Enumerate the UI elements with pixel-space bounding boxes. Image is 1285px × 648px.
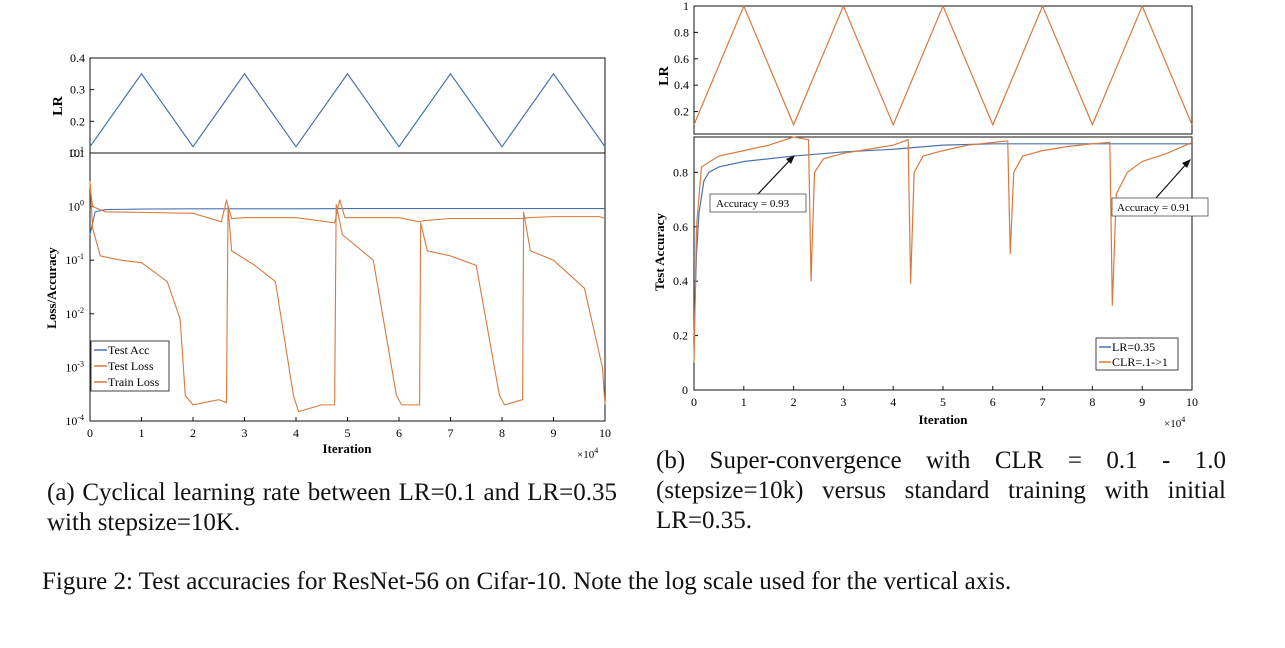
chart-b-xtick-label: 4 — [890, 395, 896, 409]
chart-b-legend-clr: CLR=.1->1 — [1112, 355, 1168, 369]
chart-b-annotation-2-box — [1111, 197, 1209, 217]
chart-b-legend: LR=0.35 CLR=.1->1 — [1095, 337, 1179, 371]
chart-b-acc-yticks: 0 0.2 0.4 0.6 0.8 — [673, 165, 698, 397]
chart-b-annotation-1-arrow — [757, 157, 793, 195]
chart-b-xtick-label: 9 — [1139, 395, 1145, 409]
chart-b-xtick-label: 5 — [940, 395, 946, 409]
chart-b-acc-ylabel: Test Accuracy — [652, 213, 667, 291]
chart-b-xtick-label: 6 — [990, 395, 996, 409]
chart-a-legend-train-loss: Train Loss — [108, 375, 160, 389]
chart-b-annotation-1: Accuracy = 0.93 — [709, 155, 807, 213]
chart-a-lr-ytick-label: 0.4 — [70, 51, 85, 65]
chart-a-lr-ylabel: LR — [51, 95, 66, 115]
chart-a-x-multiplier: ×104 — [577, 446, 598, 461]
chart-a-loss-ytick-label: 10-1 — [65, 252, 84, 267]
chart-b-series-lines — [693, 136, 1193, 363]
chart-a-legend-test-loss: Test Loss — [108, 359, 154, 373]
chart-b-lr-ylabel: LR — [657, 65, 672, 85]
chart-b-annotation-2-text: Accuracy = 0.91 — [1117, 202, 1190, 214]
chart-b-legend-box — [1095, 337, 1179, 371]
chart-b-annotation-2: Accuracy = 0.91 — [1111, 159, 1209, 217]
chart-a-lr-subplot: 0.1 0.2 0.3 0.4 LR — [51, 51, 606, 160]
chart-a-legend: Test Acc Test Loss Train Loss — [90, 340, 170, 392]
chart-b-xtick-label: 0 — [691, 395, 697, 409]
chart-a-lr-ytick-label: 0.2 — [70, 114, 85, 128]
chart-b-series-lr-0-35 — [693, 143, 1192, 336]
chart-a-xtick-label: 1 — [139, 426, 145, 440]
chart-b-x-multiplier: ×104 — [1164, 415, 1185, 430]
chart-a-xtick-label: 9 — [551, 426, 557, 440]
chart-b-lr-ytick-label: 0.4 — [674, 78, 689, 92]
chart-a-series-train-loss — [89, 180, 606, 413]
chart-a-loss-ytick-label: 10-4 — [65, 413, 84, 428]
chart-b-lr-line — [693, 4, 1193, 127]
chart-b-lr-ytick-label: 1 — [683, 0, 689, 13]
chart-a-loss-ytick-label: 10-2 — [65, 306, 84, 321]
chart-a-loss-yticks: 10-4 10-3 10-2 10-1 100 101 — [65, 145, 94, 428]
chart-b-xtick-label: 8 — [1089, 395, 1095, 409]
chart-a-loss-subplot: 10-4 10-3 10-2 10-1 100 101 Loss/Accuracy 0 1 2… — [44, 145, 611, 461]
chart-b-lr-ytick-label: 0.8 — [674, 25, 689, 39]
chart-b-xtick-label: 2 — [791, 395, 797, 409]
chart-b-series-clr — [693, 136, 1193, 363]
chart-a-lr-line — [89, 72, 606, 148]
chart-b-acc-ytick-label: 0.6 — [673, 220, 688, 234]
chart-b-annotation-1-text: Accuracy = 0.93 — [716, 198, 790, 210]
chart-a-lr-yticks: 0.1 0.2 0.3 0.4 — [70, 51, 94, 160]
chart-b-xtick-label: 10 — [1186, 395, 1198, 409]
chart-b-xtick-label: 3 — [840, 395, 846, 409]
chart-a-xtick-label: 5 — [345, 426, 351, 440]
chart-a-xtick-label: 10 — [599, 426, 611, 440]
caption-b: (b) Super-convergence with CLR = 0.1 - 1… — [656, 447, 1226, 534]
chart-b-acc-subplot: 0 0.2 0.4 0.6 0.8 Test Accuracy 0 1 2 3 4 5 6 7 8 9 10… — [652, 136, 1209, 430]
chart-a-series-test-acc — [89, 207, 605, 235]
chart-a-series-test-loss — [89, 185, 606, 224]
chart-a-loss-ytick-label: 101 — [68, 145, 84, 160]
chart-a-xtick-label: 3 — [242, 426, 248, 440]
chart-b: 0.2 0.4 0.6 0.8 1 LR 0 0.2 0.4 0.6 0.8 Test Accu… — [652, 0, 1209, 430]
chart-a-loss-ylabel: Loss/Accuracy — [44, 247, 59, 329]
chart-a-series-lines — [89, 180, 606, 413]
chart-b-xtick-label: 1 — [741, 395, 747, 409]
chart-b-acc-ytick-label: 0.8 — [673, 165, 688, 179]
chart-a-xticks: 0 1 2 3 4 5 6 7 8 9 10 — [87, 417, 611, 440]
chart-b-lr-ytick-label: 0.6 — [674, 52, 689, 66]
chart-b-annotation-2-arrowhead — [1182, 159, 1191, 168]
chart-a-xtick-label: 6 — [396, 426, 402, 440]
chart-a-xtick-label: 4 — [293, 426, 299, 440]
chart-b-lr-subplot: 0.2 0.4 0.6 0.8 1 LR — [657, 0, 1193, 135]
chart-a-xlabel: Iteration — [322, 441, 372, 456]
chart-a-xtick-label: 7 — [448, 426, 454, 440]
chart-b-acc-ytick-label: 0 — [682, 383, 688, 397]
chart-b-annotation-1-arrowhead — [786, 155, 795, 164]
chart-b-xtick-label: 7 — [1040, 395, 1046, 409]
chart-b-legend-lr: LR=0.35 — [1112, 340, 1155, 354]
chart-a-xtick-label: 0 — [87, 426, 93, 440]
chart-a-lr-frame — [89, 57, 606, 154]
chart-b-xticks: 0 1 2 3 4 5 6 7 8 9 10 — [691, 386, 1198, 409]
figure-caption: Figure 2: Test accuracies for ResNet-56 … — [42, 568, 1012, 595]
chart-a-legend-test-acc: Test Acc — [108, 343, 149, 357]
caption-a: (a) Cyclical learning rate between LR=0.… — [47, 479, 617, 536]
chart-a-xtick-label: 8 — [499, 426, 505, 440]
chart-a-xtick-label: 2 — [190, 426, 196, 440]
chart-b-xlabel: Iteration — [918, 412, 968, 427]
chart-a-loss-ytick-label: 10-3 — [65, 359, 84, 374]
chart-b-lr-frame — [693, 5, 1193, 135]
chart-b-acc-ytick-label: 0.4 — [673, 274, 688, 288]
chart-b-annotation-1-box — [709, 193, 807, 213]
chart-a-loss-ytick-label: 100 — [68, 199, 84, 214]
chart-b-acc-ytick-label: 0.2 — [673, 329, 688, 343]
chart-a-lr-ytick-label: 0.3 — [70, 83, 85, 97]
chart-b-annotation-2-arrow — [1155, 161, 1189, 199]
chart-b-lr-yticks: 0.2 0.4 0.6 0.8 1 — [674, 0, 698, 119]
chart-b-lr-ytick-label: 0.2 — [674, 105, 689, 119]
chart-a-lr-ytick-label: 0.1 — [70, 146, 85, 160]
